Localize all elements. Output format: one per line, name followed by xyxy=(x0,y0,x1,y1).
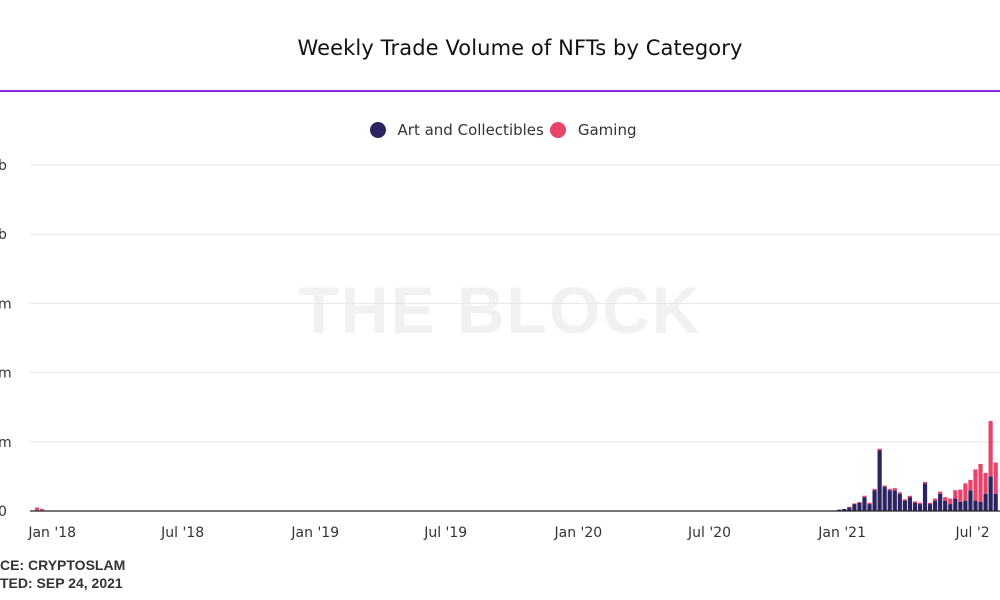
bar-art-and-collectibles xyxy=(917,504,923,511)
bar-art-and-collectibles xyxy=(852,504,857,511)
legend-label-gaming: Gaming xyxy=(577,121,637,139)
bar-art-and-collectibles xyxy=(862,497,867,511)
bar-gaming xyxy=(877,448,882,451)
brand-watermark: THE BLOCK xyxy=(298,273,702,347)
bar-art-and-collectibles xyxy=(897,493,902,511)
x-tick-label: Jul '20 xyxy=(687,525,731,541)
source-note: CE: CRYPTOSLAM xyxy=(0,557,126,573)
y-tick-label: m xyxy=(0,366,12,382)
bar-gaming xyxy=(948,498,953,505)
bar-gaming xyxy=(882,485,887,487)
bar-gaming xyxy=(892,488,897,491)
legend-item-art[interactable]: Art and Collectibles xyxy=(369,121,544,139)
bar-art-and-collectibles xyxy=(892,490,897,511)
bar-gaming xyxy=(963,483,968,501)
bar-art-and-collectibles xyxy=(968,490,973,511)
bar-gaming xyxy=(907,495,913,498)
bar-gaming xyxy=(857,502,862,503)
bar-gaming xyxy=(852,503,857,505)
y-tick-label: m xyxy=(0,296,12,312)
bar-art-and-collectibles xyxy=(922,483,928,511)
bar-art-and-collectibles xyxy=(978,502,983,511)
bar-art-and-collectibles xyxy=(872,490,877,511)
legend-swatch-gaming xyxy=(549,122,566,138)
bar-gaming xyxy=(847,506,852,508)
bar-art-and-collectibles xyxy=(927,504,933,511)
bar-art-and-collectibles xyxy=(902,500,907,511)
bar-gaming xyxy=(887,488,892,491)
bar-gaming xyxy=(933,498,938,501)
bar-art-and-collectibles xyxy=(988,476,993,511)
title-divider xyxy=(0,90,1000,92)
bar-art-and-collectibles xyxy=(877,450,882,511)
y-tick-label: 0 xyxy=(0,504,7,520)
y-tick-label: m xyxy=(0,435,12,451)
bar-art-and-collectibles xyxy=(933,500,938,511)
bar-art-and-collectibles xyxy=(983,493,988,511)
bar-art-and-collectibles xyxy=(847,507,852,511)
bar-art-and-collectibles xyxy=(973,500,978,511)
bar-art-and-collectibles xyxy=(943,500,948,511)
y-tick-label: b xyxy=(0,227,7,243)
bar-art-and-collectibles xyxy=(912,502,918,511)
bar-gaming xyxy=(34,507,40,511)
x-tick-label: Jan '21 xyxy=(817,525,866,541)
bar-gaming xyxy=(983,472,988,494)
bar-art-and-collectibles xyxy=(882,486,887,511)
bar-gaming xyxy=(927,502,933,505)
x-tick-label: Jan '18 xyxy=(27,525,76,541)
bar-gaming xyxy=(872,488,877,491)
bar-gaming xyxy=(938,491,943,494)
bar-gaming xyxy=(978,463,983,503)
bar-gaming xyxy=(922,481,928,484)
y-tick-label: b xyxy=(0,158,7,174)
bar-gaming xyxy=(902,499,907,501)
bar-gaming xyxy=(867,502,872,505)
bar-art-and-collectibles xyxy=(842,508,847,511)
x-tick-label: Jul '19 xyxy=(423,525,467,541)
bar-art-and-collectibles xyxy=(857,502,862,511)
bar-gaming xyxy=(897,492,902,494)
legend-label-art: Art and Collectibles xyxy=(397,121,544,139)
chart-legend: Art and Collectibles Gaming xyxy=(0,121,1000,139)
x-tick-label: Jul '2 xyxy=(955,525,990,541)
bar-gaming xyxy=(988,421,993,477)
bar-art-and-collectibles xyxy=(837,509,842,511)
bar-gaming xyxy=(862,495,867,498)
bar-art-and-collectibles xyxy=(993,493,998,511)
bar-art-and-collectibles xyxy=(958,502,963,511)
chart-title: Weekly Trade Volume of NFTs by Category xyxy=(297,36,743,60)
bar-art-and-collectibles xyxy=(867,504,872,511)
x-tick-label: Jul '18 xyxy=(160,525,204,541)
bar-gaming xyxy=(943,497,948,501)
bar-gaming xyxy=(973,469,978,501)
bar-gaming xyxy=(953,490,958,499)
bar-gaming xyxy=(912,501,918,503)
x-tick-label: Jan '20 xyxy=(553,525,602,541)
bar-gaming xyxy=(993,462,998,494)
updated-note: TED: SEP 24, 2021 xyxy=(0,575,123,591)
bar-art-and-collectibles xyxy=(953,498,958,511)
bar-art-and-collectibles xyxy=(963,500,968,511)
bar-gaming xyxy=(958,489,963,503)
bar-art-and-collectibles xyxy=(948,504,953,511)
bar-gaming xyxy=(917,502,923,505)
legend-swatch-art xyxy=(369,122,386,138)
bar-gaming xyxy=(968,479,973,491)
bar-gaming xyxy=(39,508,45,511)
bar-art-and-collectibles xyxy=(938,493,943,511)
x-tick-label: Jan '19 xyxy=(290,525,339,541)
legend-item-gaming[interactable]: Gaming xyxy=(549,121,637,139)
bar-art-and-collectibles xyxy=(887,490,892,511)
bar-art-and-collectibles xyxy=(907,497,913,511)
